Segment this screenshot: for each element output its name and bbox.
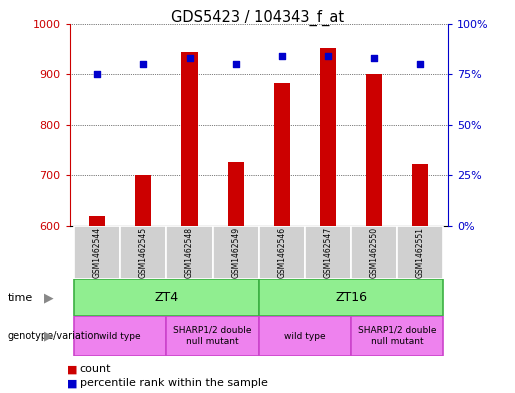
Text: ZT4: ZT4 — [154, 291, 179, 304]
Bar — [166, 226, 213, 279]
Bar — [351, 226, 397, 279]
Text: GSM1462548: GSM1462548 — [185, 227, 194, 278]
Point — [324, 53, 332, 59]
Text: count: count — [80, 364, 111, 375]
Bar — [413, 164, 428, 226]
Point — [139, 61, 147, 67]
Text: ■: ■ — [67, 364, 77, 375]
Text: ▶: ▶ — [44, 329, 54, 343]
Bar — [121, 226, 166, 279]
Text: ■: ■ — [67, 378, 77, 388]
Bar — [259, 279, 443, 316]
Text: GSM1462546: GSM1462546 — [278, 227, 286, 278]
Text: GSM1462544: GSM1462544 — [93, 227, 102, 278]
Text: GSM1462547: GSM1462547 — [323, 227, 333, 278]
Bar — [274, 83, 290, 226]
Text: SHARP1/2 double
null mutant: SHARP1/2 double null mutant — [174, 326, 252, 346]
Text: SHARP1/2 double
null mutant: SHARP1/2 double null mutant — [358, 326, 437, 346]
Text: ▶: ▶ — [44, 291, 54, 304]
Bar — [320, 48, 336, 226]
Text: time: time — [8, 293, 33, 303]
Bar — [397, 226, 443, 279]
Text: GSM1462545: GSM1462545 — [139, 227, 148, 278]
Bar — [135, 175, 151, 226]
Text: percentile rank within the sample: percentile rank within the sample — [80, 378, 268, 388]
Bar — [74, 226, 121, 279]
Text: GSM1462549: GSM1462549 — [231, 227, 240, 278]
Point — [232, 61, 240, 67]
Text: ZT16: ZT16 — [335, 291, 367, 304]
Bar — [351, 316, 443, 356]
Point — [370, 55, 379, 61]
Bar — [305, 226, 351, 279]
Bar — [366, 74, 382, 226]
Bar — [74, 279, 259, 316]
Text: wild type: wild type — [284, 332, 326, 340]
Bar — [259, 226, 305, 279]
Bar — [213, 226, 259, 279]
Text: GDS5423 / 104343_f_at: GDS5423 / 104343_f_at — [171, 10, 344, 26]
Bar — [259, 316, 351, 356]
Text: wild type: wild type — [99, 332, 141, 340]
Text: GSM1462550: GSM1462550 — [370, 227, 379, 278]
Text: genotype/variation: genotype/variation — [8, 331, 100, 341]
Text: GSM1462551: GSM1462551 — [416, 227, 425, 278]
Bar — [228, 162, 244, 226]
Point — [416, 61, 424, 67]
Bar — [89, 216, 105, 226]
Bar — [181, 52, 198, 226]
Point — [185, 55, 194, 61]
Bar — [166, 316, 259, 356]
Bar — [74, 316, 166, 356]
Point — [93, 71, 101, 77]
Point — [278, 53, 286, 59]
